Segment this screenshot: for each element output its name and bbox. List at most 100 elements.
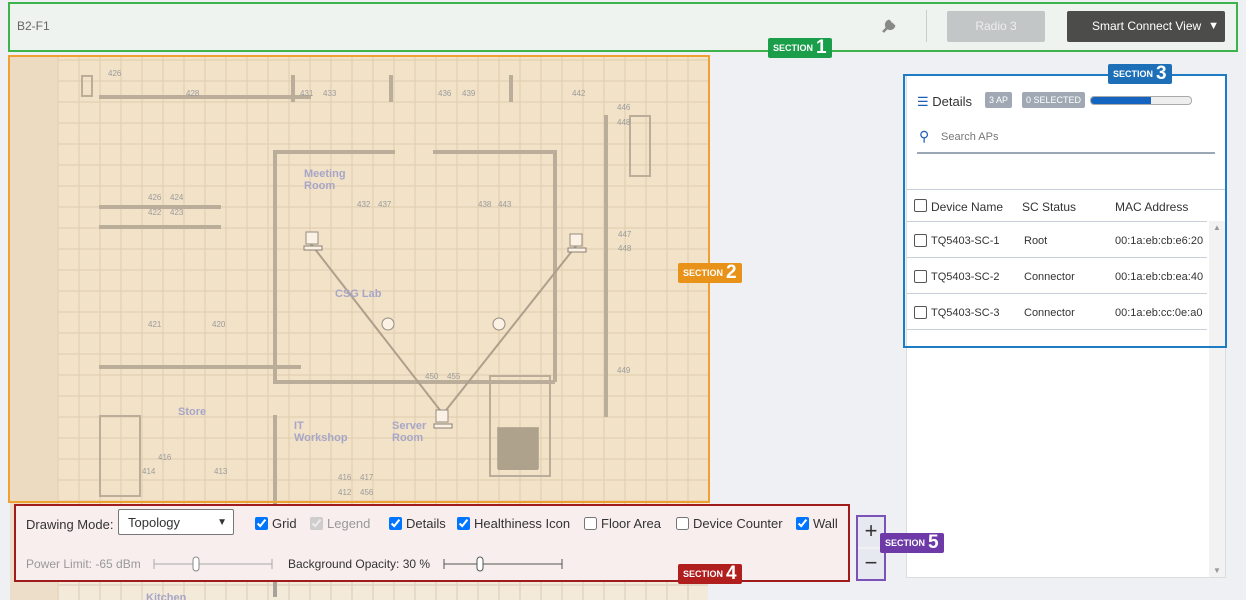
room-label: 432	[357, 200, 371, 209]
room-label: 414	[142, 467, 156, 476]
divider	[907, 221, 1207, 222]
option-checkbox[interactable]	[389, 517, 402, 530]
option-checkbox	[310, 517, 323, 530]
ap-base	[433, 423, 453, 429]
zoom-in[interactable]: +	[858, 517, 884, 547]
floor-name: B2-F1	[17, 19, 50, 33]
power-slider[interactable]	[152, 556, 276, 572]
zoom-out[interactable]: −	[858, 549, 884, 579]
room-label: 443	[498, 200, 512, 209]
section-number: 5	[928, 532, 939, 553]
option-checkbox[interactable]	[796, 517, 809, 530]
scrollbar[interactable]: ▲ ▼	[1209, 221, 1225, 577]
wall	[629, 115, 651, 177]
divider	[907, 293, 1207, 294]
room-label: Kitchen	[146, 592, 187, 600]
section-badge: SECTION 1	[768, 37, 832, 58]
radio-button[interactable]: Radio 3	[947, 11, 1045, 42]
settings-icon[interactable]	[880, 17, 898, 35]
room-label: 456	[360, 488, 374, 497]
progress-bar	[1090, 96, 1192, 105]
search-box[interactable]: ⚲ Search APs	[917, 126, 1215, 154]
room-label: 437	[378, 200, 392, 209]
tint	[10, 56, 708, 502]
column-header: MAC Address	[1115, 200, 1189, 214]
room-label: 447	[618, 230, 632, 239]
section-number: 4	[726, 563, 737, 584]
option[interactable]: Details	[389, 516, 446, 531]
room-label: 436	[438, 89, 452, 98]
option-checkbox[interactable]	[676, 517, 689, 530]
option-checkbox[interactable]	[457, 517, 470, 530]
wall	[99, 205, 221, 209]
option-label: Device Counter	[693, 516, 783, 531]
drawing-mode-select[interactable]: Topology ▼	[118, 509, 234, 535]
selected-count: 0 SELECTED	[1022, 92, 1086, 108]
opacity-slider[interactable]	[442, 556, 566, 572]
room-label: 422	[148, 208, 162, 217]
option-label: Legend	[327, 516, 371, 531]
option[interactable]: Wall	[796, 516, 838, 531]
ap-panel: ☰ Details 3 AP 0 SELECTED ⚲ Search APs D…	[906, 75, 1227, 578]
details-toggle[interactable]: ☰ Details	[917, 94, 973, 109]
room-label: 416	[158, 453, 172, 462]
room-label: 431	[300, 89, 314, 98]
room-label: 426	[148, 193, 162, 202]
divider	[907, 189, 1227, 190]
cell: 00:1a:eb:cc:0e:a0	[1115, 307, 1203, 319]
room-label: CSG Lab	[335, 288, 382, 300]
wall	[99, 225, 221, 229]
checkbox[interactable]	[914, 234, 927, 247]
section-badge: SECTION 2	[678, 262, 742, 283]
divider	[926, 10, 927, 42]
wall	[273, 380, 555, 384]
drawing-mode-label: Drawing Mode:	[26, 517, 114, 532]
ap-count: 3 AP	[985, 92, 1013, 108]
section-border	[14, 504, 850, 582]
option-label: Grid	[272, 516, 297, 531]
search-placeholder: Search APs	[941, 131, 999, 143]
ap-icon	[305, 231, 319, 245]
health-icon	[492, 317, 506, 331]
section-badge: SECTION 5	[880, 532, 944, 553]
option: Legend	[310, 516, 370, 531]
option-checkbox[interactable]	[584, 517, 597, 530]
ap-base	[303, 245, 323, 251]
section-number: 3	[1156, 63, 1167, 84]
option-label: Floor Area	[601, 516, 661, 531]
room-label: 426	[108, 69, 122, 78]
health-icon	[381, 317, 395, 331]
wall	[291, 75, 295, 102]
option[interactable]: Healthiness Icon	[457, 516, 570, 531]
checkbox[interactable]	[914, 270, 927, 283]
checkbox[interactable]	[914, 306, 927, 319]
cell: TQ5403-SC-2	[931, 271, 1000, 283]
wall	[99, 365, 301, 369]
view-dropdown[interactable]: Smart Connect View ▼	[1067, 11, 1225, 42]
room-label: 416	[338, 473, 352, 482]
stairs	[498, 428, 538, 470]
room-label: 420	[212, 320, 226, 329]
room-label: 413	[214, 467, 228, 476]
wall	[489, 375, 551, 477]
room-label: 439	[462, 89, 476, 98]
option[interactable]: Grid	[255, 516, 297, 531]
room-label: 412	[338, 488, 352, 497]
panel-title: Details	[932, 94, 973, 109]
section-badge: SECTION 4	[678, 563, 742, 584]
option[interactable]: Floor Area	[584, 516, 661, 531]
cell: Connector	[1024, 307, 1075, 319]
option-checkbox[interactable]	[255, 517, 268, 530]
wall	[604, 115, 608, 417]
view-label: Smart Connect View	[1092, 19, 1202, 33]
checkbox[interactable]	[914, 199, 927, 212]
top-bar: B2-F1 Radio 3 Smart Connect View ▼	[8, 2, 1236, 50]
cell: Root	[1024, 235, 1048, 247]
room-label: 446	[617, 103, 631, 112]
wall	[389, 75, 393, 102]
room-label: 438	[478, 200, 492, 209]
section-border	[903, 74, 1227, 348]
option[interactable]: Device Counter	[676, 516, 783, 531]
background-opacity: Background Opacity: 30 %	[288, 557, 431, 571]
